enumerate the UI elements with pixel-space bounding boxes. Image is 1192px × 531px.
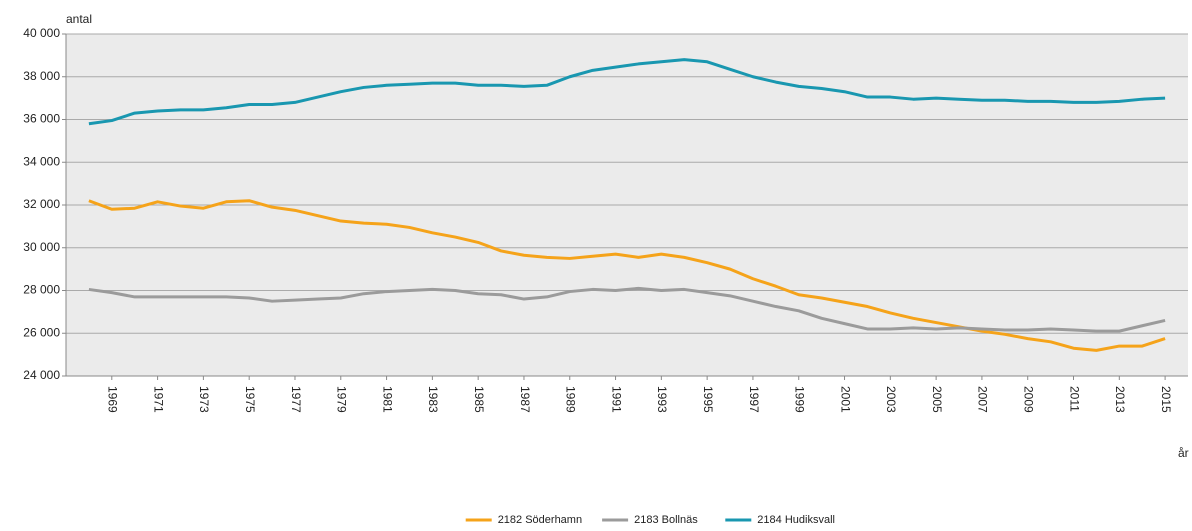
- y-tick-label: 30 000: [23, 240, 60, 254]
- y-tick-label: 26 000: [23, 325, 60, 339]
- y-tick-label: 36 000: [23, 112, 60, 126]
- legend-label: 2184 Hudiksvall: [757, 514, 835, 526]
- x-tick-label: 2007: [976, 386, 990, 413]
- x-tick-label: 1985: [472, 386, 486, 413]
- series-line: [88, 286, 1166, 333]
- x-tick-label: 1977: [289, 386, 303, 413]
- legend-label: 2183 Bollnäs: [634, 514, 698, 526]
- y-axis-label: antal: [66, 12, 92, 26]
- x-tick-label: 1979: [335, 386, 349, 413]
- y-tick-label: 38 000: [23, 69, 60, 83]
- x-tick-label: 1987: [518, 386, 532, 413]
- x-tick-label: 1971: [151, 386, 165, 413]
- x-tick-label: 1991: [609, 386, 623, 413]
- x-tick-label: 1989: [564, 386, 578, 413]
- series-line: [88, 58, 1166, 126]
- y-tick-label: 28 000: [23, 283, 60, 297]
- x-tick-label: 2013: [1113, 386, 1127, 413]
- x-tick-label: 2015: [1159, 386, 1173, 413]
- x-tick-label: 2009: [1022, 386, 1036, 413]
- x-tick-label: 2001: [838, 386, 852, 413]
- x-tick-label: 2011: [1067, 386, 1081, 412]
- x-tick-label: 1975: [243, 386, 257, 413]
- x-tick-label: 1973: [197, 386, 211, 413]
- y-tick-label: 34 000: [23, 154, 60, 168]
- series-line: [88, 199, 1166, 352]
- y-tick-label: 32 000: [23, 197, 60, 211]
- x-tick-label: 1995: [701, 386, 715, 413]
- x-axis-label: år: [1178, 446, 1189, 460]
- x-tick-label: 1993: [655, 386, 669, 413]
- legend-label: 2182 Söderhamn: [498, 514, 582, 526]
- x-tick-label: 2003: [884, 386, 898, 413]
- x-tick-label: 1999: [793, 386, 807, 413]
- x-tick-label: 1997: [747, 386, 761, 413]
- y-tick-label: 40 000: [23, 26, 60, 40]
- y-tick-label: 24 000: [23, 368, 60, 382]
- x-tick-label: 1983: [426, 386, 440, 413]
- x-tick-label: 1969: [106, 386, 120, 413]
- x-tick-label: 1981: [380, 386, 394, 413]
- x-tick-label: 2005: [930, 386, 944, 413]
